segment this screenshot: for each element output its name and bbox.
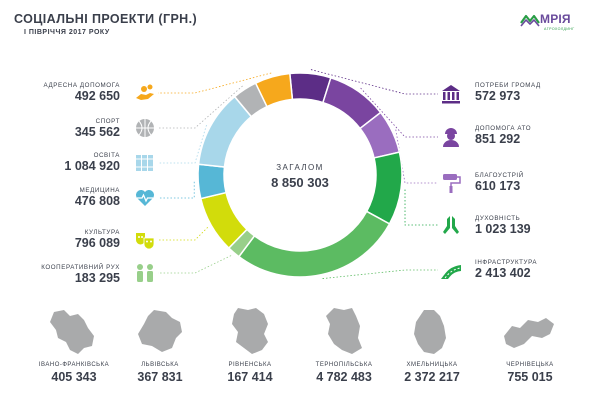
region-name: ІВАНО-ФРАНКІВСЬКА <box>38 362 110 368</box>
category-value: 492 650 <box>74 89 120 103</box>
paint-roller-icon <box>443 174 461 193</box>
heart-pulse-icon <box>136 190 154 206</box>
leader-line-5 <box>158 255 232 274</box>
category-cooperative: КООПЕРАТИВНИЙ РУХ 183 295 <box>0 264 120 285</box>
category-infrastructure: ІНФРАСТРУКТУРА 2 413 402 <box>475 259 595 280</box>
category-label: ДОПОМОГА АТО <box>475 125 532 132</box>
leader-line-4 <box>322 269 438 279</box>
category-label: МЕДИЦИНА <box>79 187 120 194</box>
leader-line-8 <box>158 124 207 164</box>
category-value: 1 084 920 <box>64 159 120 173</box>
khmelnytskyi-map-icon <box>414 310 446 354</box>
category-value: 851 292 <box>475 132 521 146</box>
category-value: 2 413 402 <box>475 266 531 280</box>
leader-line-1 <box>360 87 438 138</box>
category-label: АДРЕСНА ДОПОМОГА <box>43 82 120 89</box>
region-name: ТЕРНОПІЛЬСЬКА <box>315 362 373 368</box>
brand-name: МРІЯ <box>540 12 571 26</box>
leader-line-0 <box>310 69 438 95</box>
leader-line-3 <box>404 189 438 226</box>
category-improvement: БЛАГОУСТРІЙ 610 173 <box>475 172 595 193</box>
leader-line-6 <box>158 226 209 241</box>
chart-total-label: ЗАГАЛОМ <box>276 163 324 172</box>
ternopil-map-icon <box>326 308 362 354</box>
category-label: ДУХОВНІСТЬ <box>475 215 521 222</box>
town-hall-icon <box>442 85 460 104</box>
soldier-icon <box>443 128 459 147</box>
page-title: СОЦІАЛЬНІ ПРОЕКТИ (ГРН.) <box>14 12 198 26</box>
leader-line-7 <box>158 181 195 199</box>
category-label: КООПЕРАТИВНИЙ РУХ <box>41 264 120 271</box>
donut-slice-7 <box>197 163 227 200</box>
region-rivne: РІВНЕНСЬКА 167 414 <box>202 362 298 384</box>
books-icon <box>136 155 153 171</box>
lviv-map-icon <box>138 310 182 352</box>
category-label: ОСВІТА <box>93 152 120 159</box>
region-ternopil: ТЕРНОПІЛЬСЬКА 4 782 483 <box>296 362 392 384</box>
category-value: 183 295 <box>74 271 120 285</box>
category-spirituality: ДУХОВНІСТЬ 1 023 139 <box>475 215 595 236</box>
category-label: СПОРТ <box>95 118 120 125</box>
road-icon <box>441 265 461 279</box>
region-value: 4 782 483 <box>316 370 372 384</box>
region-value: 367 831 <box>137 370 183 384</box>
category-value: 610 173 <box>475 179 521 193</box>
category-ato-help: ДОПОМОГА АТО 851 292 <box>475 125 595 146</box>
rivne-map-icon <box>232 308 268 354</box>
region-value: 755 015 <box>507 370 553 384</box>
category-value: 345 562 <box>74 125 120 139</box>
two-people-icon <box>137 264 153 282</box>
brand-mark-icon <box>520 14 540 27</box>
ivano-frankivsk-map-icon <box>50 310 94 354</box>
brand-tagline: АГРОХОЛДИНГ <box>544 27 575 31</box>
region-name: ЧЕРНІВЕЦЬКА <box>506 362 554 368</box>
donut-slice-3 <box>365 151 403 225</box>
chart-total-value: 8 850 303 <box>271 175 329 190</box>
theater-masks-icon <box>136 233 155 250</box>
praying-hands-icon <box>443 216 459 234</box>
brand-logo: МРІЯ АГРОХОЛДИНГ <box>520 12 588 36</box>
category-value: 572 973 <box>475 89 521 103</box>
region-khmelnytskyi: ХМЕЛЬНИЦЬКА 2 372 217 <box>384 362 480 384</box>
category-label: КУЛЬТУРА <box>84 229 120 236</box>
category-sport: СПОРТ 345 562 <box>0 118 120 139</box>
category-label: ІНФРАСТРУКТУРА <box>475 259 538 266</box>
region-value: 405 343 <box>51 370 97 384</box>
category-community-needs: ПОТРЕБИ ГРОМАД 572 973 <box>475 82 595 103</box>
region-chernivtsi: ЧЕРНІВЕЦЬКА 755 015 <box>482 362 578 384</box>
category-label: БЛАГОУСТРІЙ <box>475 172 524 179</box>
donut-slices <box>197 72 403 278</box>
donut-slice-10 <box>254 72 294 108</box>
region-name: РІВНЕНСЬКА <box>228 362 272 368</box>
category-medicine: МЕДИЦИНА 476 808 <box>0 187 120 208</box>
category-value: 796 089 <box>74 236 120 250</box>
category-education: ОСВІТА 1 084 920 <box>0 152 120 173</box>
region-value: 2 372 217 <box>404 370 460 384</box>
category-address-help: АДРЕСНА ДОПОМОГА 492 650 <box>0 82 120 103</box>
category-value: 1 023 139 <box>475 222 531 236</box>
region-name: ЛЬВІВСЬКА <box>141 362 179 368</box>
category-label: ПОТРЕБИ ГРОМАД <box>475 82 541 89</box>
region-value: 167 414 <box>227 370 273 384</box>
donut-slice-4 <box>237 210 391 278</box>
helping-hand-icon <box>136 84 154 100</box>
category-value: 476 808 <box>74 194 120 208</box>
ball-icon <box>136 119 154 137</box>
chernivtsi-map-icon <box>504 318 554 348</box>
region-ivano-frankivsk: ІВАНО-ФРАНКІВСЬКА 405 343 <box>26 362 122 384</box>
leader-line-9 <box>158 85 243 129</box>
page-subtitle: І ПІВРІЧЧЯ 2017 РОКУ <box>24 29 110 36</box>
region-lviv: ЛЬВІВСЬКА 367 831 <box>112 362 208 384</box>
region-name: ХМЕЛЬНИЦЬКА <box>406 362 458 368</box>
category-culture: КУЛЬТУРА 796 089 <box>0 229 120 250</box>
